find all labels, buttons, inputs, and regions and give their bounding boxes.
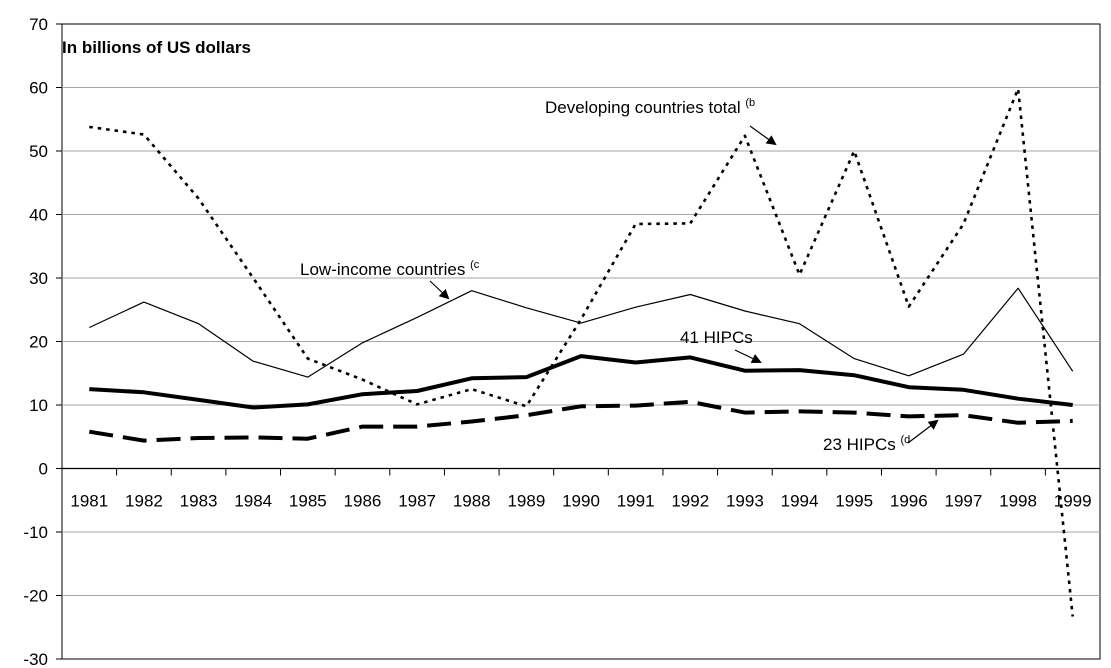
y-tick-label: -10 xyxy=(23,523,48,542)
x-tick-label: 1981 xyxy=(70,492,108,511)
annotations: Developing countries total (b Low-income … xyxy=(300,97,939,454)
series-line-developing-countries-total xyxy=(89,87,1074,617)
series-label: 23 HIPCs (d xyxy=(823,434,910,454)
chart-title: In billions of US dollars xyxy=(62,38,251,57)
y-tick-label: 0 xyxy=(39,460,48,479)
label-leader-arrow xyxy=(749,125,777,146)
x-tick-label: 1999 xyxy=(1054,492,1092,511)
series-label: 41 HIPCs xyxy=(680,328,753,347)
x-axis: 1981 1982 1983 1984 1985 1986 1987 1988 1989 1990… xyxy=(61,467,1101,511)
y-tick-label: 70 xyxy=(29,15,48,34)
x-tick-label: 1996 xyxy=(890,492,928,511)
y-tick-label: 60 xyxy=(29,79,48,98)
x-tick-label: 1984 xyxy=(234,492,272,511)
x-tick-label: 1985 xyxy=(289,492,327,511)
x-tick-label: 1982 xyxy=(125,492,163,511)
x-tick-label: 1991 xyxy=(617,492,655,511)
x-tick-label: 1992 xyxy=(671,492,709,511)
x-tick-label: 1989 xyxy=(507,492,545,511)
label-leader-arrow xyxy=(907,419,939,444)
series-label: Developing countries total (b xyxy=(545,97,755,117)
y-tick-label: -20 xyxy=(23,587,48,606)
y-tick-label: 50 xyxy=(29,142,48,161)
x-tick-label: 1998 xyxy=(999,492,1037,511)
x-tick-label: 1994 xyxy=(781,492,819,511)
y-axis: -30 -20 -10 0 10 20 30 40 50 60 70 xyxy=(23,15,62,668)
x-tick-label: 1986 xyxy=(344,492,382,511)
x-tick-label: 1997 xyxy=(945,492,983,511)
y-tick-label: 10 xyxy=(29,396,48,415)
label-leader-arrow xyxy=(429,280,450,300)
series-line-23-hipcs xyxy=(88,399,1073,443)
gridlines xyxy=(61,23,1101,660)
y-tick-label: 30 xyxy=(29,269,48,288)
x-tick-label: 1983 xyxy=(180,492,218,511)
label-leader-arrow xyxy=(734,349,762,364)
x-tick-label: 1988 xyxy=(453,492,491,511)
x-tick-label: 1990 xyxy=(562,492,600,511)
y-tick-label: -30 xyxy=(23,650,48,668)
x-tick-label: 1987 xyxy=(398,492,436,511)
x-tick-label: 1995 xyxy=(835,492,873,511)
series-group xyxy=(88,87,1074,617)
series-label: Low-income countries (c xyxy=(300,259,480,279)
y-tick-label: 20 xyxy=(29,333,48,352)
y-tick-label: 40 xyxy=(29,206,48,225)
series-line-41-hipcs xyxy=(89,354,1073,410)
series-line-low-income-countries xyxy=(89,287,1074,378)
x-tick-label: 1993 xyxy=(726,492,764,511)
